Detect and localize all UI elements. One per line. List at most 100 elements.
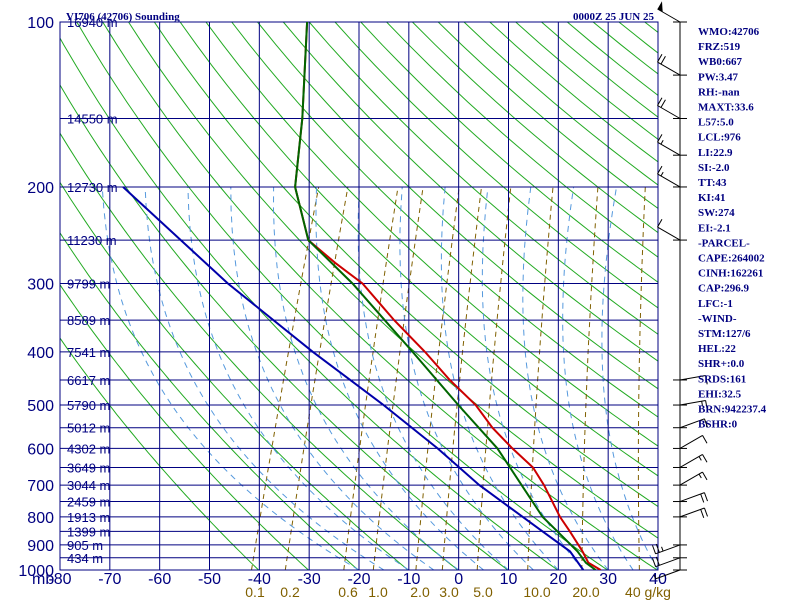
wind-barb-half-feather [701,401,703,406]
index-entry: KI:41 [698,192,726,204]
pressure-tick-label: 500 [27,398,54,415]
height-label: 1913 m [67,510,110,525]
height-label: 3649 m [67,460,110,475]
dry-adiabat-line [60,181,409,570]
wind-barb-half-feather [660,171,664,177]
height-label: 6617 m [67,373,110,388]
wind-barb [673,418,708,429]
wind-barb [657,97,687,119]
dry-adiabat-line [128,22,658,539]
index-entry: LI:22.9 [698,147,733,159]
wind-barb-feather [655,543,660,553]
dry-adiabat-line [60,283,310,570]
mixing-ratio-label: 10.0 [523,584,550,600]
temperature-tick-label: -70 [98,571,121,588]
height-label: 3044 m [67,478,110,493]
wind-barb-feather [652,558,657,567]
temperature-tick-label: -60 [148,571,171,588]
wind-barb-staff [655,569,681,580]
stability-indices: WMO:42706 FRZ:519 WB0:667 PW:3.47 RH:-nan MAX… [698,26,767,431]
moist-adiabat-line [187,186,410,570]
wind-barb-staff [655,557,681,568]
wind-barbs [652,1,708,580]
dry-adiabat-line [153,22,658,508]
index-entry: BRN:942237.4 [698,404,767,416]
temperature-tick-label: -30 [298,571,321,588]
wind-barb [657,134,687,156]
wind-barb-half-feather [698,456,702,461]
wind-barb-feather [657,165,663,175]
wind-barb [653,569,687,580]
wind-barb-feather [705,400,708,410]
index-entry: CAPE:264002 [698,253,765,265]
mixing-ratio-label: 2.0 [410,584,430,600]
index-entry: LFC:-1 [698,298,733,310]
wind-barb-feather [657,97,663,106]
wind-barb-feather [657,134,663,143]
pressure-tick-label: 900 [27,538,54,555]
wind-barb [673,454,708,468]
dry-adiabat-line [334,22,658,309]
index-entry: RH:-nan [698,86,740,98]
pressure-tick-label: 800 [27,510,54,527]
mixing-ratio-label: 1.0 [368,584,388,600]
moist-adiabat-line [522,186,609,570]
index-entry: MAXT:33.6 [698,102,754,114]
temperature-tick-label: 10 [500,571,518,588]
wind-barb-feather [700,493,705,503]
wind-barb-feather [657,54,663,63]
height-label: 1399 m [67,524,110,539]
pressure-tick-label: 1000 [18,563,54,580]
index-entry: L57:5.0 [698,117,734,129]
temperature-tick-label: 0 [454,571,463,588]
dry-adiabat-line [179,22,658,477]
index-entry: TT:43 [698,177,727,189]
height-label: 4302 m [67,441,110,456]
mixing-ratio-label: 40 g/kg [625,584,671,600]
wind-barb-feather [703,418,708,428]
mixing-ratio-label: 0.1 [245,584,265,600]
index-entry: BSHR:0 [698,419,738,431]
wind-barb [657,54,687,76]
dry-adiabat-line [231,22,658,418]
height-label: 11230 m [67,233,117,248]
pressure-tick-label: 700 [27,478,54,495]
index-entry: -PARCEL- [698,237,750,249]
wind-barb [652,543,687,555]
mixing-ratio-label: 5.0 [473,584,493,600]
temperature-tick-label: -20 [347,571,370,588]
temperature-tick-label: -40 [248,571,271,588]
mixing-ratio-label: 0.6 [338,584,358,600]
wind-barb [673,400,708,410]
dry-adiabat-line [60,84,509,570]
pressure-tick-label: 300 [27,276,54,293]
wind-barb-feather [660,56,666,65]
index-entry: FRZ:519 [698,41,741,53]
dry-adiabat-line [60,132,459,570]
height-label: 9799 m [67,276,110,291]
index-entry: SW:274 [698,207,735,219]
wind-barb-half-feather [660,140,664,145]
mixing-ratio-line [251,186,320,570]
height-label: 2459 m [67,495,110,510]
index-entry: SRDS:161 [698,373,746,385]
wind-barb [673,507,708,518]
wind-barb-feather [702,471,708,481]
wind-barb-staff [657,105,681,119]
wind-barb-feather [657,219,663,228]
wind-barb-staff [657,61,681,76]
dry-adiabat-line [257,22,658,390]
dry-adiabat-line [60,37,559,570]
height-label: 8589 m [67,313,110,328]
temperature-tick-label: -50 [198,571,221,588]
temperature-tick-label: 30 [599,571,617,588]
height-label: 5012 m [67,421,110,436]
series-line-2 [122,186,585,570]
dry-adiabat-line [282,22,658,362]
index-entry: LCL:976 [698,132,741,144]
mixing-ratio-line [441,186,482,570]
dry-adiabat-line [60,337,260,570]
chart-title-left: VI706 (42706) Sounding [66,11,180,23]
